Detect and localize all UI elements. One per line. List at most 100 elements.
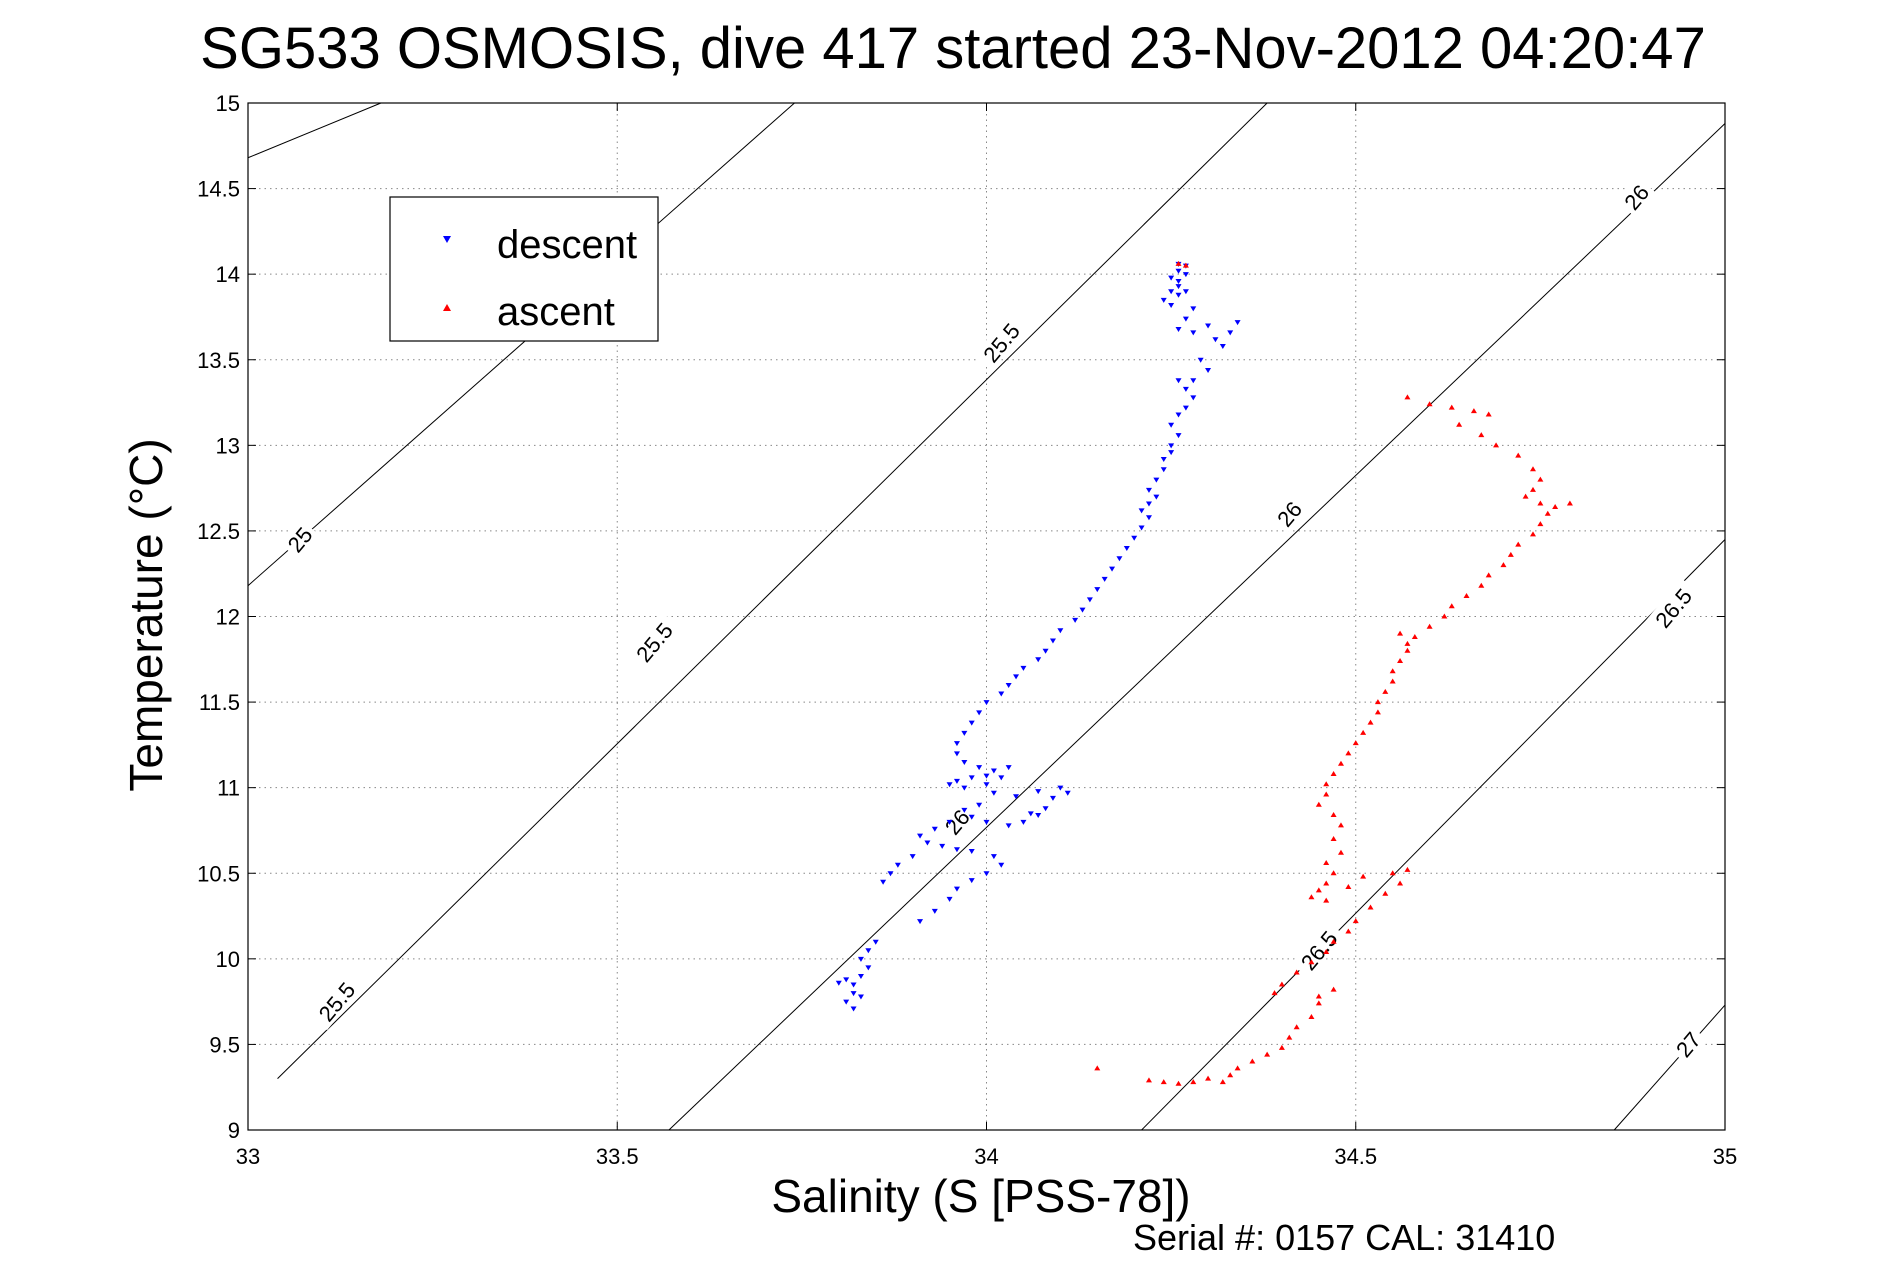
isopycnal-label-bg [626,612,681,671]
isopycnal-line [247,102,795,587]
descent-point [1064,790,1071,796]
descent-point [1182,316,1189,322]
ascent-point [1544,510,1551,516]
descent-point [1168,302,1175,308]
descent-point [850,991,857,997]
ascent-point [1323,948,1330,954]
ascent-point [1337,760,1344,766]
ascent-point [1537,476,1544,482]
ascent-point [1315,801,1322,807]
isopycnal-label-bg [973,312,1028,372]
isopycnal-label-bg [1645,578,1700,637]
descent-point [961,730,968,736]
ascent-point [1426,623,1433,629]
descent-point [1182,386,1189,392]
ascent-point [1478,432,1485,438]
chart-title: SG533 OSMOSIS, dive 417 started 23-Nov-2… [200,16,1706,81]
ascent-point [1205,1075,1212,1081]
descent-point [990,854,997,860]
descent-point [990,790,997,796]
descent-point [961,785,968,791]
ascent-point [1330,870,1337,876]
descent-point [850,1006,857,1012]
descent-point [894,862,901,868]
descent-point [953,847,960,853]
ascent-point [1293,969,1300,975]
ascent-point [1367,904,1374,910]
descent-point [976,802,983,808]
y-tick-label: 9 [228,1118,240,1143]
ascent-point [1345,750,1352,756]
y-tick-label: 14 [216,262,240,287]
ascent-point [1507,551,1514,557]
descent-point [983,773,990,779]
ascent-point [1330,938,1337,944]
descent-point [931,908,938,914]
ascent-point [1426,401,1433,407]
y-tick-label: 9.5 [209,1032,240,1057]
y-axis-label: Temperature (°C) [120,438,172,791]
descent-point [1116,556,1123,562]
descent-point [1234,320,1241,326]
descent-point [1190,378,1197,384]
y-tick-label: 12 [216,605,240,630]
descent-point [1005,682,1012,688]
isopycnal-label-bg [936,801,976,842]
descent-point [1168,422,1175,428]
legend-descent-marker [443,236,451,243]
ascent-point [1485,411,1492,417]
descent-point [968,814,975,820]
ascent-point [1389,668,1396,674]
descent-point [1182,289,1189,295]
ascent-point [1337,822,1344,828]
ascent-point [1500,562,1507,568]
ascent-point [1308,1014,1315,1020]
ascent-point [1219,1079,1226,1085]
descent-point [1005,765,1012,771]
ascent-point [1389,870,1396,876]
descent-point [976,765,983,771]
isopycnal-label-bg [1269,493,1308,534]
descent-point [1175,326,1182,332]
descent-point [1138,525,1145,531]
descent-point [998,691,1005,697]
ascent-point [1323,880,1330,886]
ascent-point [1234,1065,1241,1071]
descent-point [946,782,953,788]
descent-point [953,751,960,757]
legend-ascent-marker [443,304,451,311]
descent-point [1175,292,1182,298]
descent-point [968,720,975,726]
descent-point [1190,330,1197,336]
ascent-point [1485,572,1492,578]
y-tick-label: 11 [217,776,240,801]
descent-point [1123,546,1130,552]
descent-point [1145,515,1152,521]
legend-descent-label: descent [497,223,637,267]
descent-point [1160,297,1167,303]
ascent-point [1360,873,1367,879]
descent-point [917,833,924,839]
descent-point [1057,785,1064,791]
ascent-point [1374,699,1381,705]
descent-point [1160,457,1167,463]
ascent-point [1552,503,1559,509]
descent-point [1160,467,1167,473]
descent-point [1175,378,1182,384]
descent-point [1168,443,1175,449]
legend-ascent-label: ascent [497,290,615,334]
ascent-point [1323,781,1330,787]
isopycnal-label-bg [1667,1023,1707,1064]
data-points [835,260,1573,1086]
ascent-point [1337,849,1344,855]
descent-point [1168,450,1175,456]
descent-point [1138,508,1145,514]
ascent-point [1293,1024,1300,1030]
ascent-point [1374,709,1381,715]
ascent-point [1352,918,1359,924]
y-tick-label: 12.5 [197,519,240,544]
ascent-point [1389,678,1396,684]
isopycnal-label-bg [279,518,319,559]
ascent-point [1175,260,1182,266]
descent-point [983,871,990,877]
